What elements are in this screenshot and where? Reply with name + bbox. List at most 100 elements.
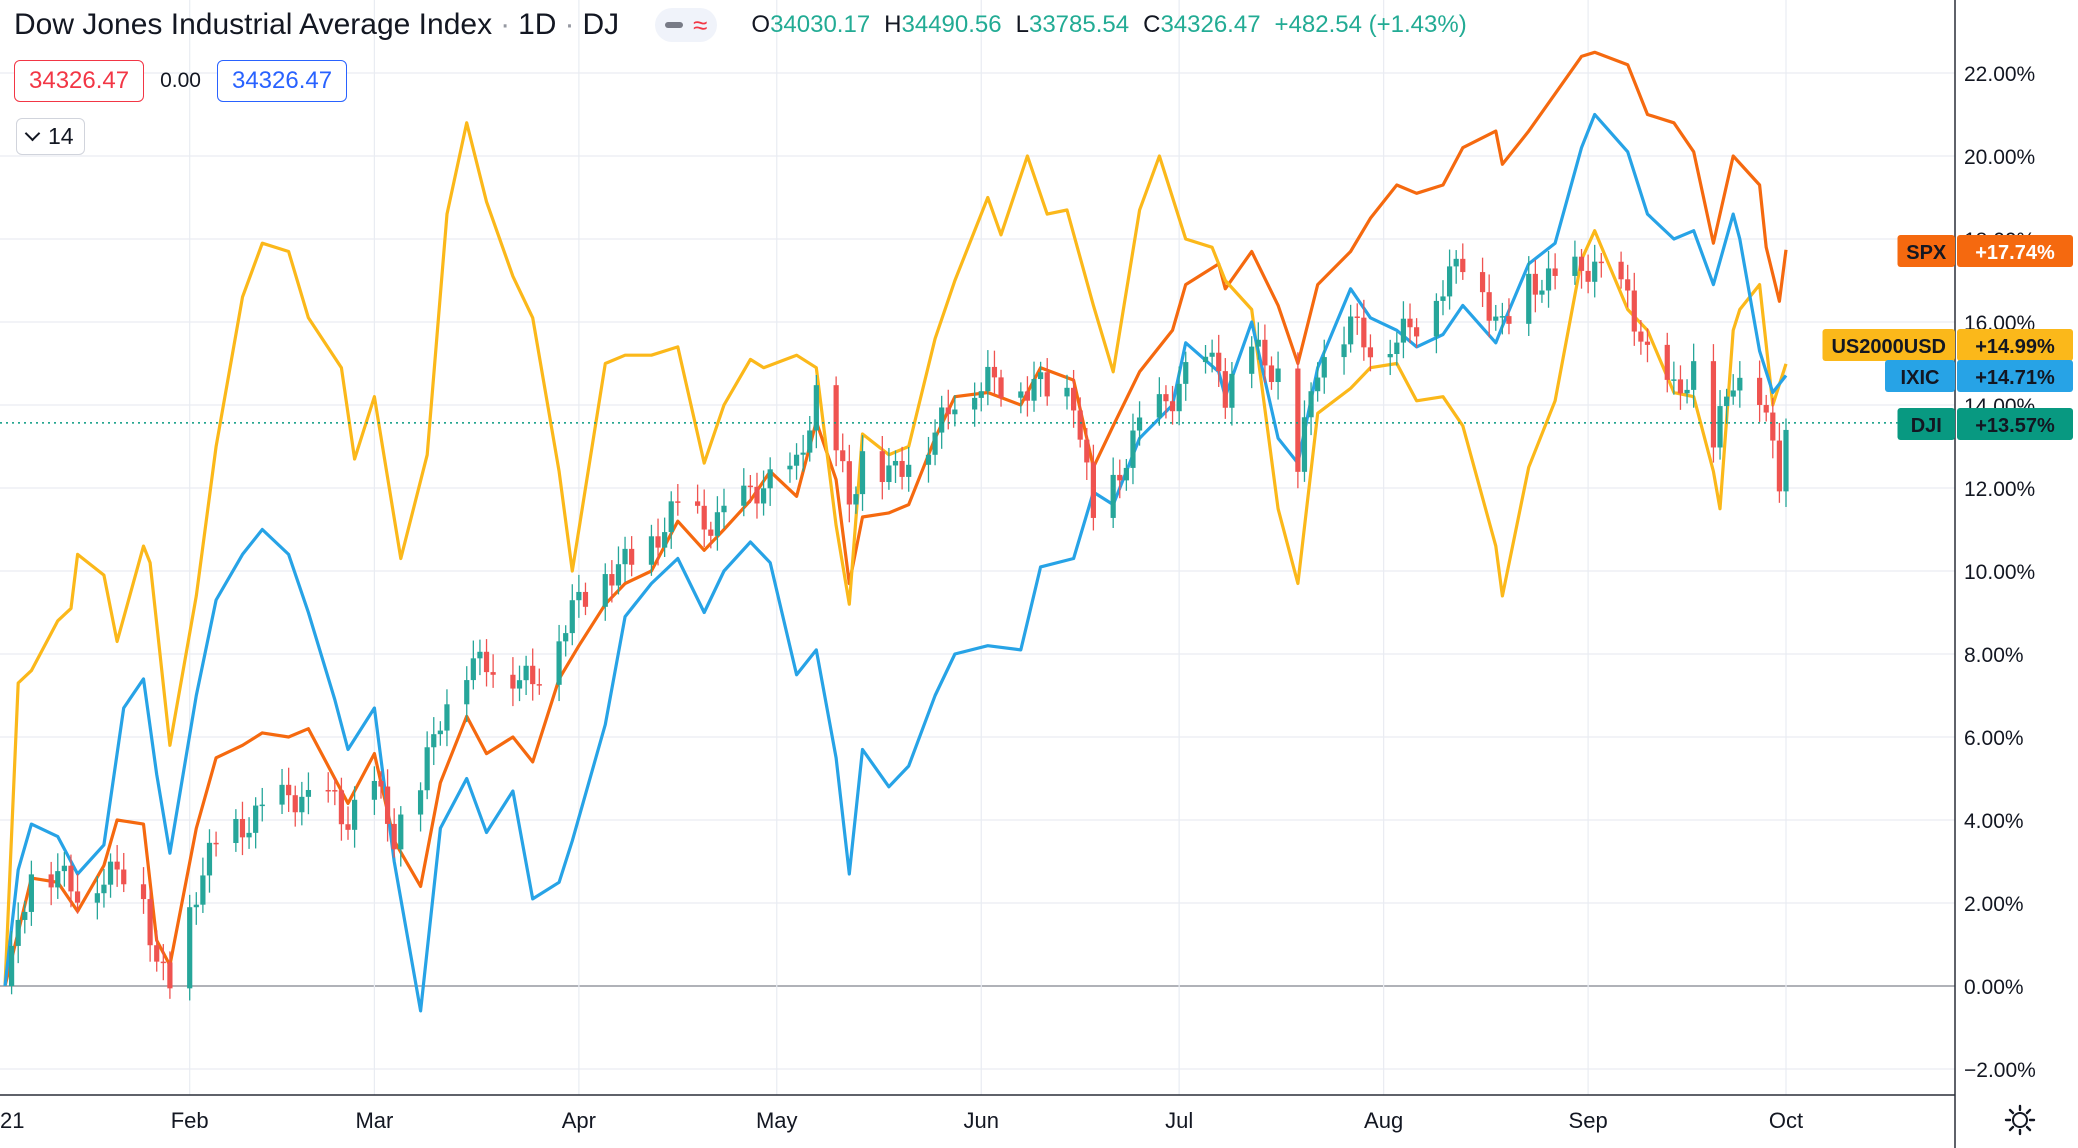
candle-body [1018,391,1024,398]
minus-icon[interactable] [665,22,684,28]
candle-body [1262,339,1268,366]
candle-body [160,961,166,964]
candle-body [602,574,608,607]
series-line-spx [3,50,1788,987]
candle-body [55,871,61,888]
series-tag-name: DJI [1911,415,1942,437]
candle-body [398,814,404,850]
x-tick-label: Jun [964,1108,999,1133]
candle-body [813,385,819,431]
candle-body [833,385,839,451]
candle-body [1592,261,1598,282]
y-tick-label: 2.00% [1964,893,2024,916]
candle-body [1578,256,1585,271]
candle-body [1625,279,1631,291]
candle-body [1446,266,1453,297]
candle-body [1038,372,1044,380]
candle-body [741,485,747,506]
x-tick-label: Jul [1165,1108,1193,1133]
candle-body [1638,331,1644,342]
candle-body [1209,352,1215,357]
candle-body [668,501,674,533]
candle-body [332,790,338,792]
candle-body [1071,387,1077,411]
candle-body [556,641,562,685]
candle-body [1710,361,1717,448]
series-tag-value: +14.99% [1975,336,2055,358]
x-axis: 21 Feb Mar Apr May Jun Jul Aug Sep Oct [0,1094,1955,1133]
chevron-down-icon [24,125,41,142]
series-tag-value: +17.74% [1975,242,2055,264]
candle-body [437,730,443,735]
candle-body [8,945,15,986]
chart-header: Dow Jones Industrial Average Index · 1D · DJ… [14,8,1467,42]
candle-body [793,454,800,466]
candle-body [15,919,21,946]
candle-body [1361,317,1367,348]
legend-actions[interactable]: ≈ [655,8,718,42]
candle-body [147,899,153,946]
x-tick-label: Mar [355,1108,393,1133]
candle-body [1486,292,1492,321]
candle-body [61,865,67,872]
candle-body [892,460,899,466]
candle-body [22,911,28,920]
candle-body [1295,368,1301,472]
candle-body [1717,406,1723,448]
candle-body [121,869,127,885]
candle-body [1671,379,1677,381]
series-line-ixic [3,112,1788,1013]
candle-body [233,818,239,844]
candle-body [1117,474,1123,481]
candle-body [708,529,714,536]
candle-body [1301,417,1308,472]
candle-body [259,804,265,807]
gear-icon[interactable] [2003,1103,2037,1137]
exchange: DJ [582,8,620,41]
candle-body [239,818,246,838]
series-tag-spx: SPX +17.74% [1897,235,2073,267]
candle-body [569,600,575,634]
series-tag-value: +14.71% [1975,367,2055,389]
x-tick-label: May [756,1108,798,1133]
candle-body [206,842,213,876]
candle-body [424,747,430,791]
sell-price-box[interactable]: 34326.47 [14,60,145,102]
candle-body [1433,300,1439,337]
candle-body [985,366,991,392]
candle-body [1110,474,1116,518]
candle-body [292,795,298,813]
candle-body [576,591,582,601]
candle-body [1493,316,1499,321]
y-tick-label: 12.00% [1964,478,2035,501]
open-value: 34030.17 [770,11,871,38]
series-line-us2000usd [3,121,1788,987]
symbol-name: Dow Jones Industrial Average Index [14,8,493,41]
candle-body [978,391,984,398]
candle-body [991,366,998,378]
buy-price-box[interactable]: 34326.47 [216,60,348,102]
candle-body [767,469,773,489]
candle-body [662,532,668,548]
symbol-title[interactable]: Dow Jones Industrial Average Index · 1D · DJ [14,8,620,41]
candle-body [932,432,938,455]
y-tick-label: 6.00% [1964,727,2024,750]
candle-body [48,874,54,888]
series-tag-name: US2000USD [1831,336,1946,358]
candle-body [1255,339,1261,347]
candle-body [853,494,859,505]
candle-body [1169,401,1176,412]
candle-body [345,824,351,830]
candle-body [1176,383,1182,412]
candle-body [1077,410,1083,440]
candle-body [1407,318,1413,328]
candle-body [1572,256,1578,276]
wave-icon[interactable]: ≈ [693,10,708,40]
candle-body [840,450,846,462]
candle-body [1321,357,1327,378]
candle-body [1684,389,1690,394]
indicators-toggle[interactable]: 14 [16,118,85,155]
candle-body [1400,318,1407,343]
candle-body [140,884,147,900]
